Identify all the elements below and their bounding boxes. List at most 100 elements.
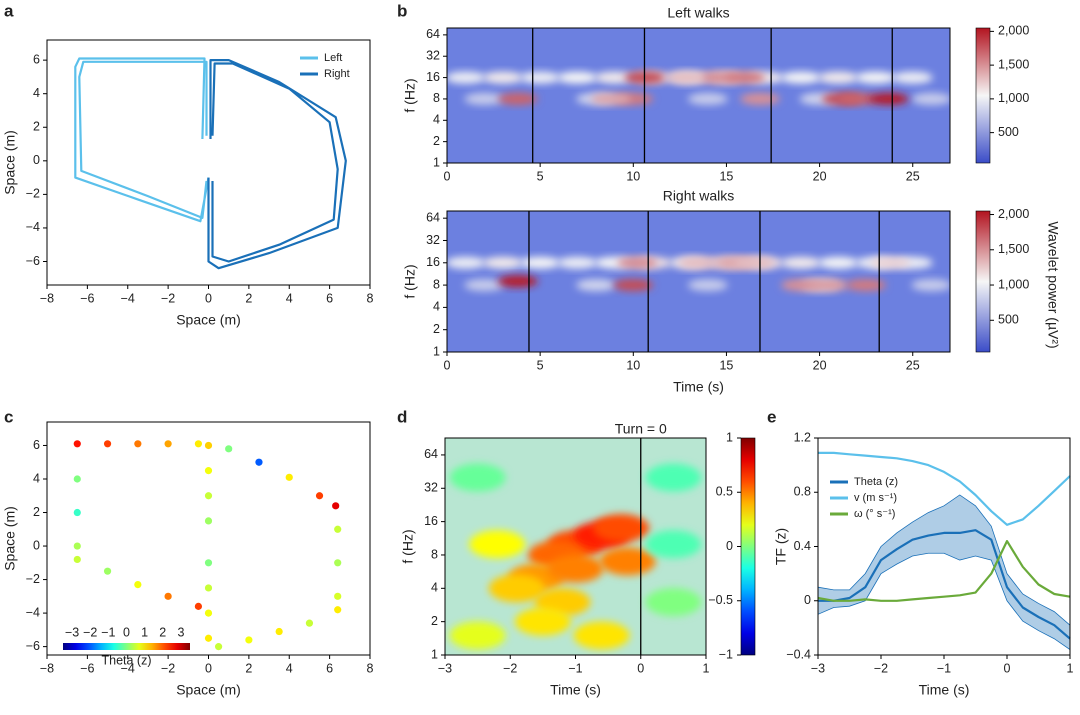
x-tick-label: 0	[444, 169, 451, 183]
y-tick-label: 2	[431, 614, 438, 628]
y-tick-label: 6	[33, 438, 40, 452]
trajectory-point	[73, 475, 81, 483]
heatmap-cell	[836, 92, 877, 105]
y-tick-label: −4	[26, 220, 40, 234]
x-tick-label: 0	[444, 358, 451, 372]
trajectory-point	[164, 440, 172, 448]
heatmap-cell	[645, 588, 702, 617]
x-tick-label: −8	[40, 291, 54, 305]
x-axis-label: Time (s)	[919, 682, 970, 698]
x-tick-label: 25	[906, 358, 920, 372]
x-tick-label: 25	[906, 169, 920, 183]
colorbar	[975, 27, 991, 164]
heatmap-cell	[818, 71, 859, 84]
heatmap-cell	[725, 71, 766, 84]
trajectory-point	[225, 445, 233, 453]
x-tick-label: 5	[537, 169, 544, 183]
colorbar-tick-label: 0	[726, 539, 733, 553]
x-tick-label: 4	[286, 291, 293, 305]
x-tick-label: 4	[286, 661, 293, 675]
heatmap-cell	[645, 463, 702, 492]
x-axis-label: Space (m)	[176, 682, 241, 698]
y-tick-label: 16	[426, 70, 440, 84]
trajectory-point	[204, 517, 213, 525]
x-tick-label: 2	[245, 291, 252, 305]
heatmap-cell	[846, 279, 887, 292]
colorbar-tick-label: 0	[123, 625, 130, 639]
heatmap-cell	[573, 621, 630, 650]
series-line	[817, 540, 1071, 602]
x-tick-label: −1	[937, 661, 951, 675]
x-axis-label: Time (s)	[673, 379, 724, 395]
colorbar-label: Theta (z)	[101, 653, 151, 667]
heatmap-cell	[599, 547, 656, 576]
trajectory-point	[245, 636, 253, 644]
trajectory-point	[134, 580, 142, 589]
annotation: Turn = 0	[615, 421, 667, 437]
x-tick-label: −2	[161, 661, 175, 675]
heatmap-cell	[678, 256, 719, 269]
x-tick-label: 10	[626, 169, 640, 183]
heatmap-cell	[497, 92, 538, 105]
heatmap-cell	[520, 71, 561, 84]
y-tick-label: −4	[26, 605, 40, 619]
heatmap-cell	[514, 607, 571, 636]
trajectory-point	[134, 440, 142, 448]
y-axis-label: Space (m)	[2, 506, 18, 571]
colorbar-tick-label: 1,500	[998, 57, 1029, 71]
heatmap-cell	[557, 71, 598, 84]
y-tick-label: 2	[33, 505, 40, 519]
y-tick-label: −0.4	[786, 647, 811, 661]
trajectory-point	[73, 555, 81, 564]
heatmap-cell	[497, 275, 538, 288]
x-tick-label: −4	[121, 291, 135, 305]
y-tick-label: 1	[433, 344, 440, 358]
x-tick-label: 1	[703, 661, 710, 675]
colorbar-tick-label: 1,000	[998, 91, 1029, 105]
trajectory-point	[204, 559, 213, 567]
y-tick-label: 6	[33, 52, 40, 66]
heatmap-cell	[734, 256, 775, 269]
legend-label: Theta (z)	[854, 476, 898, 488]
heatmap-cell	[547, 554, 604, 583]
colorbar-tick-label: 2	[159, 625, 166, 639]
heatmap-cell	[855, 71, 896, 84]
y-tick-label: 1	[433, 155, 440, 169]
heatmap-cell	[447, 71, 486, 84]
series-line	[207, 59, 347, 270]
plot-frame	[446, 27, 951, 164]
trajectory-point	[334, 525, 342, 533]
x-tick-label: −4	[121, 661, 135, 675]
trajectory-point	[334, 559, 342, 567]
trajectory-point	[164, 592, 172, 600]
y-tick-label: −2	[26, 187, 40, 201]
y-axis-label: f (Hz)	[402, 264, 418, 298]
x-tick-label: 20	[813, 358, 827, 372]
panel-label: d	[397, 407, 407, 426]
trajectory-point	[332, 502, 340, 510]
heatmap-cell	[911, 92, 950, 105]
trajectory-point	[204, 584, 213, 592]
y-tick-label: 64	[426, 210, 440, 224]
x-tick-label: −1	[568, 661, 582, 675]
plot-frame	[446, 210, 951, 353]
x-tick-label: 6	[326, 661, 333, 675]
series-line	[818, 529, 1071, 640]
colorbar-label: Wavelet power (µV²)	[1045, 221, 1061, 348]
colorbar-tick-label: −1	[101, 625, 115, 639]
x-tick-label: −6	[80, 661, 94, 675]
colorbar-tick-label: −1	[719, 647, 733, 661]
y-axis-label: f (Hz)	[400, 529, 416, 563]
x-tick-label: 10	[626, 358, 640, 372]
colorbar-tick-label: 3	[177, 625, 184, 639]
y-tick-label: 4	[433, 300, 440, 314]
trajectory-point	[103, 567, 112, 575]
x-tick-label: 5	[537, 358, 544, 372]
trajectory-point	[194, 440, 203, 448]
y-tick-label: 4	[33, 471, 40, 485]
y-tick-label: 4	[431, 581, 438, 595]
colorbar	[975, 210, 991, 353]
heatmap-cell	[911, 279, 950, 292]
y-tick-label: 8	[433, 277, 440, 291]
heatmap-cell	[808, 279, 849, 292]
